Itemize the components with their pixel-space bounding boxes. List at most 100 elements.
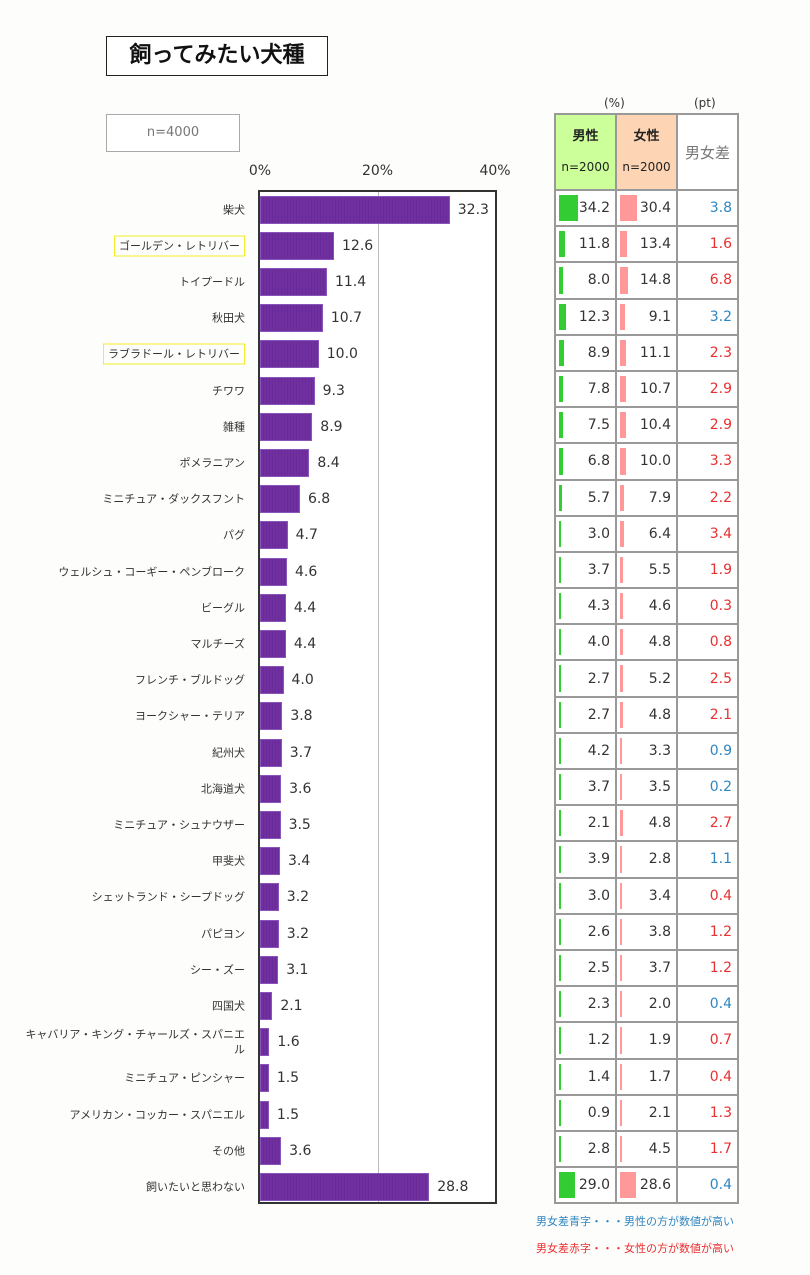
male-cell: 1.4 (554, 1057, 617, 1096)
male-mini-bar (559, 593, 562, 620)
female-cell-value: 9.1 (648, 308, 671, 325)
diff-cell: 0.4 (676, 985, 739, 1024)
male-cell-value: 3.7 (587, 561, 610, 578)
table-row: 5.7 7.9 2.2 (554, 478, 739, 517)
female-mini-bar (620, 375, 626, 403)
category-label: ミニチュア・ピンシャー (124, 1071, 245, 1085)
bar-value-label: 10.7 (330, 310, 363, 327)
female-cell: 14.8 (615, 261, 678, 300)
diff-cell-value: 1.2 (709, 923, 732, 940)
male-mini-bar (559, 195, 578, 222)
male-header-n: n=2000 (561, 160, 610, 174)
bar-value-label: 3.6 (289, 1142, 312, 1159)
female-mini-bar (620, 846, 622, 873)
diff-cell-value: 2.7 (709, 815, 732, 832)
male-cell-value: 2.7 (587, 706, 610, 723)
bar-value-label: 12.6 (342, 237, 374, 254)
female-cell-value: 1.9 (648, 1032, 671, 1049)
table-row: 2.7 4.8 2.1 (554, 695, 739, 734)
male-cell: 4.3 (554, 587, 617, 626)
male-cell: 4.0 (554, 623, 617, 662)
female-mini-bar (620, 412, 626, 439)
diff-cell-value: 3.2 (709, 308, 732, 325)
bar (260, 919, 279, 948)
category-label: トイプードル (179, 275, 245, 289)
female-cell: 3.8 (615, 912, 678, 951)
diff-cell-value: 0.4 (709, 1068, 732, 1085)
table-row: 2.6 3.8 1.2 (554, 912, 739, 951)
female-cell: 11.1 (615, 333, 678, 372)
table-row: 29.0 28.6 0.4 (554, 1166, 739, 1205)
diff-cell-value: 6.8 (709, 272, 732, 289)
diff-cell-value: 2.5 (709, 670, 732, 687)
table-row: 4.0 4.8 0.8 (554, 623, 739, 662)
male-cell: 11.8 (554, 225, 617, 264)
male-cell-value: 2.5 (587, 960, 610, 977)
male-mini-bar (559, 339, 564, 366)
diff-cell-value: 2.9 (709, 417, 732, 434)
male-cell: 3.9 (554, 840, 617, 879)
category-label: ヨークシャー・テリア (135, 709, 245, 723)
diff-cell-value: 0.7 (709, 1032, 732, 1049)
female-cell: 2.1 (615, 1093, 678, 1132)
male-cell: 7.8 (554, 369, 617, 409)
female-cell: 2.0 (615, 985, 678, 1024)
male-mini-bar (559, 375, 564, 403)
male-mini-bar (559, 665, 561, 692)
category-label: ミニチュア・シュナウザー (113, 818, 245, 832)
diff-cell-value: 1.7 (709, 1140, 732, 1157)
category-label: キャバリア・キング・チャールズ・スパニエル (25, 1028, 245, 1057)
female-mini-bar (620, 195, 637, 222)
male-mini-bar (559, 1027, 561, 1054)
male-cell: 34.2 (554, 188, 617, 228)
bar-value-label: 3.1 (286, 961, 309, 978)
male-cell-value: 8.9 (587, 344, 610, 361)
diff-cell: 1.9 (676, 550, 739, 590)
percent-unit-label: (%) (604, 96, 625, 110)
bar (260, 1064, 269, 1093)
category-label: ミニチュア・ダックスフント (102, 492, 245, 506)
male-mini-bar (559, 810, 561, 837)
male-mini-bar (559, 737, 562, 764)
male-mini-bar (559, 1063, 561, 1090)
female-cell-value: 28.6 (639, 1177, 671, 1194)
diff-cell-value: 1.1 (709, 851, 732, 868)
male-mini-bar (559, 520, 561, 547)
bar-value-label: 3.6 (289, 780, 312, 797)
diff-cell: 0.2 (676, 767, 739, 807)
diff-cell-value: 2.3 (709, 344, 732, 361)
male-mini-bar (559, 1099, 561, 1126)
table-row: 2.3 2.0 0.4 (554, 985, 739, 1024)
diff-cell: 1.7 (676, 1129, 739, 1169)
male-cell: 2.8 (554, 1129, 617, 1169)
female-mini-bar (620, 1027, 622, 1054)
category-label: 柴犬 (223, 203, 245, 216)
bar (260, 738, 282, 767)
table-row: 2.1 4.8 2.7 (554, 804, 739, 843)
bar-value-label: 3.5 (288, 816, 311, 833)
table-row: 2.7 5.2 2.5 (554, 659, 739, 698)
diff-cell: 3.8 (676, 188, 739, 228)
bar (260, 629, 286, 658)
bar-value-label: 2.1 (280, 997, 303, 1014)
male-cell: 2.7 (554, 695, 617, 734)
bar (260, 448, 310, 477)
bar (260, 376, 315, 405)
diff-cell: 2.3 (676, 333, 739, 372)
male-cell: 4.2 (554, 731, 617, 771)
male-cell: 2.5 (554, 948, 617, 988)
bar-value-label: 3.7 (289, 744, 312, 761)
male-mini-bar (559, 954, 561, 982)
male-cell-value: 4.0 (587, 634, 610, 651)
female-cell-value: 5.2 (648, 670, 671, 687)
bar-value-label: 3.2 (286, 925, 310, 942)
bar-value-label: 3.8 (290, 708, 313, 725)
female-mini-bar (620, 954, 623, 982)
legend-red-note: 男女差赤字・・・女性の方が数値が高い (536, 1242, 734, 1255)
female-cell: 3.3 (615, 731, 678, 771)
gridline (377, 192, 379, 1202)
female-mini-bar (620, 484, 625, 511)
category-label: 秋田犬 (212, 311, 245, 325)
male-cell-value: 7.8 (587, 381, 610, 398)
male-cell: 3.7 (554, 550, 617, 590)
